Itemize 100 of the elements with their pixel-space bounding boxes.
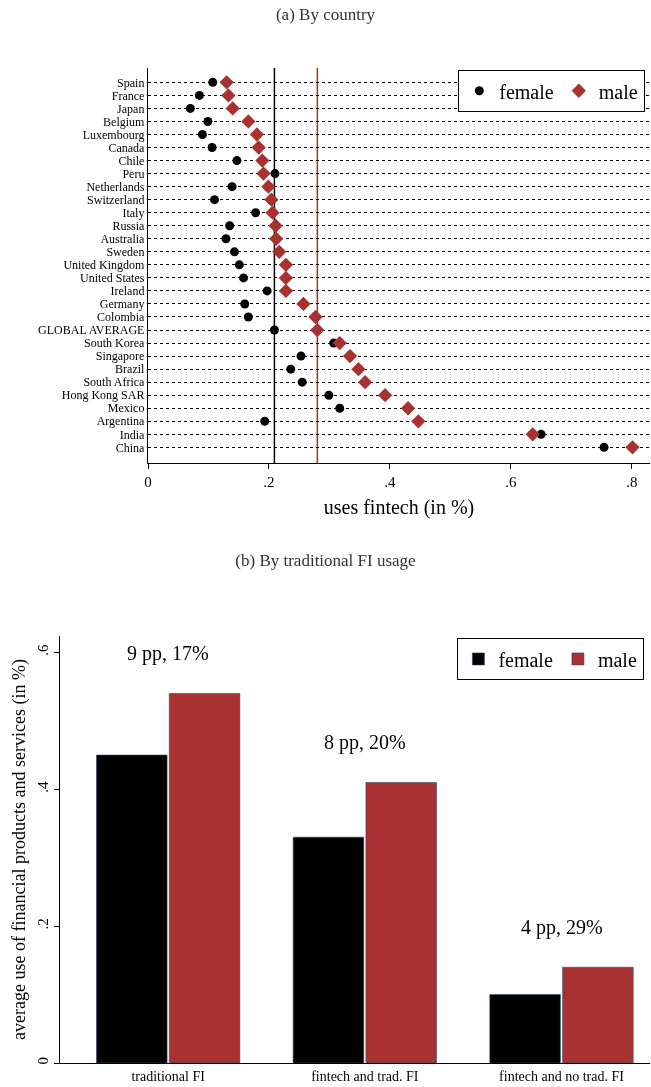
y-tick-label: Peru — [122, 166, 145, 181]
point — [203, 116, 213, 126]
point — [210, 195, 220, 205]
point — [268, 218, 283, 233]
y-tick-label: United States — [80, 271, 145, 286]
point — [351, 361, 366, 377]
point — [229, 247, 239, 257]
x-axis-title: uses fintech (in %) — [323, 495, 475, 519]
y-tick-label: 0 — [34, 1057, 51, 1065]
y-tick-label: Japan — [117, 101, 145, 116]
point — [625, 440, 640, 455]
y-tick-label: South Korea — [84, 336, 146, 351]
point — [234, 260, 244, 270]
y-axis-title: average use of financial products and services (in %) — [9, 659, 31, 1040]
annotation: 4 pp, 29% — [521, 916, 603, 939]
y-tick-label: Australia — [100, 231, 146, 246]
chart-title: (a) By country — [275, 5, 376, 24]
point — [296, 296, 311, 312]
point — [377, 388, 393, 403]
point — [251, 208, 261, 218]
point — [241, 114, 256, 129]
y-tick-label: .4 — [34, 780, 51, 793]
x-tick-label: .8 — [626, 474, 638, 491]
y-tick-label: China — [115, 440, 146, 455]
y-tick-label: Germany — [99, 297, 145, 312]
point — [525, 427, 540, 442]
point — [357, 375, 373, 390]
point — [227, 182, 237, 192]
y-tick-label: Brazil — [115, 362, 146, 377]
point — [243, 312, 253, 322]
legend-label: female — [499, 80, 554, 103]
annotation: 9 pp, 17% — [127, 642, 209, 665]
x-tick-label: fintech and no trad. FI — [499, 1068, 625, 1084]
point — [197, 129, 207, 139]
point — [269, 231, 284, 246]
y-tick-label: United Kingdom — [63, 258, 146, 273]
point — [261, 179, 276, 194]
point — [278, 257, 294, 272]
point — [264, 192, 279, 207]
y-tick-label: .6 — [34, 644, 51, 656]
y-tick-label: Colombia — [97, 310, 146, 325]
point — [249, 127, 265, 142]
point — [256, 166, 271, 181]
point — [194, 90, 204, 100]
y-tick-label: India — [119, 427, 146, 442]
x-tick-label: .2 — [263, 474, 275, 491]
point — [335, 403, 345, 413]
point — [297, 377, 307, 387]
y-tick-label: Mexico — [107, 401, 145, 416]
annotation: 8 pp, 20% — [324, 731, 406, 754]
point — [270, 169, 280, 179]
y-tick-label: .2 — [34, 918, 51, 930]
y-tick-label: Ireland — [110, 284, 145, 299]
point — [332, 335, 347, 351]
y-tick-label: South Africa — [83, 375, 146, 390]
chart-title: (b) By traditional FI usage — [235, 550, 416, 570]
point — [342, 348, 358, 364]
legend-label: female — [498, 648, 553, 671]
point — [232, 156, 242, 166]
point — [278, 270, 294, 286]
point — [296, 351, 306, 361]
point — [221, 88, 236, 103]
point — [286, 364, 296, 374]
point — [324, 390, 334, 400]
y-tick-label: Switzerland — [87, 192, 145, 207]
point — [269, 325, 279, 335]
y-tick-label: GLOBAL AVERAGE — [38, 323, 145, 338]
point — [310, 322, 325, 338]
point — [240, 299, 250, 309]
y-tick-label: Italy — [122, 205, 145, 220]
point — [278, 283, 294, 299]
point — [411, 414, 426, 429]
y-tick-label: Argentina — [96, 414, 146, 429]
point — [208, 77, 218, 87]
point — [308, 309, 323, 325]
legend-label: male — [597, 648, 637, 671]
point — [251, 140, 266, 155]
point — [255, 153, 270, 168]
point — [400, 401, 416, 416]
point — [219, 75, 234, 90]
point — [599, 442, 609, 452]
point — [225, 221, 235, 231]
legend-label: male — [598, 80, 638, 103]
point — [265, 205, 280, 220]
x-tick-label: .4 — [384, 474, 397, 491]
point — [272, 244, 287, 259]
point — [262, 286, 272, 296]
y-tick-label: Sweden — [106, 245, 145, 260]
y-tick-label: Hong Kong SAR — [61, 388, 145, 403]
x-tick-label: traditional FI — [131, 1068, 206, 1084]
x-tick-label: fintech and trad. FI — [311, 1068, 419, 1084]
point — [185, 103, 195, 113]
y-tick-label: Spain — [117, 75, 145, 90]
y-tick-label: Chile — [118, 153, 145, 168]
y-tick-label: Netherlands — [86, 179, 145, 194]
point — [225, 101, 240, 116]
x-tick-label: .6 — [505, 474, 518, 491]
point — [207, 143, 217, 153]
point — [260, 416, 270, 426]
point — [221, 234, 231, 244]
